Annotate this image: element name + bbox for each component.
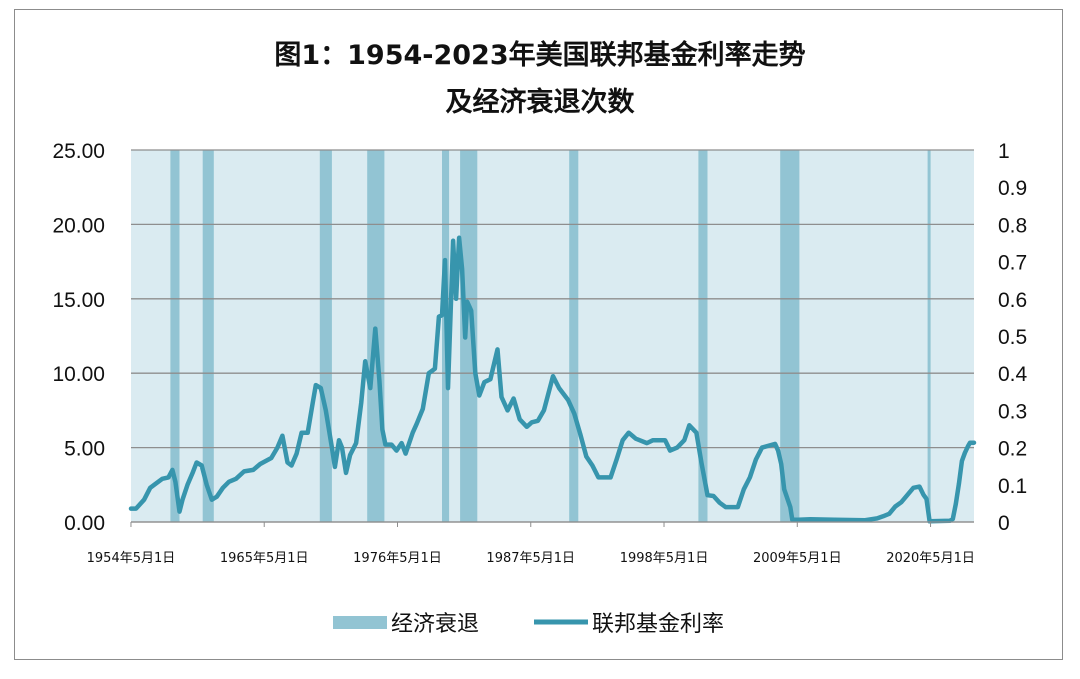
y-right-tick-label-6: 0.6 [998, 289, 1027, 312]
y-left-tick-label-3: 15.00 [52, 289, 105, 312]
recession-bar-8 [780, 150, 800, 522]
y-right-tick-label-7: 0.7 [998, 252, 1027, 275]
y-left-tick-label-4: 20.00 [52, 214, 105, 237]
rate-line [128, 235, 977, 524]
y-right-tick-label-4: 0.4 [998, 363, 1028, 386]
x-tick-label-6: 2020年5月1日 [886, 551, 975, 566]
y-right-tick-label-8: 0.8 [998, 214, 1027, 237]
x-tick-label-4: 1998年5月1日 [620, 551, 709, 566]
legend: 经济衰退 联邦基金利率 [333, 612, 724, 637]
recession-bar-9 [927, 150, 931, 522]
x-tick-label-3: 1987年5月1日 [486, 551, 575, 566]
y-left-tick-label-2: 10.00 [52, 363, 105, 386]
y-right-tick-label-3: 0.3 [998, 400, 1027, 423]
y-right-tick-label-9: 0.9 [998, 177, 1027, 200]
x-tick-label-1: 1965年5月1日 [220, 551, 309, 566]
recession-bar-6 [569, 150, 579, 522]
legend-label-recession: 经济衰退 [391, 612, 479, 637]
axes: 0.00 5.00 10.00 15.00 20.00 25.00 0 0.1 0.2 0.3 0.… [52, 140, 1027, 566]
legend-label-rate: 联邦基金利率 [592, 612, 724, 637]
y-left-tick-label-0: 0.00 [64, 512, 105, 535]
y-left-tick-label-1: 5.00 [64, 438, 105, 461]
x-tick-label-2: 1976年5月1日 [353, 551, 442, 566]
recession-bar-2 [319, 150, 332, 522]
y-right-tick-label-1: 0.1 [998, 475, 1027, 498]
y-right-tick-label-0: 0 [998, 512, 1010, 535]
chart-title-line2: 及经济衰退次数 [445, 87, 635, 118]
legend-swatch-recession [333, 616, 387, 629]
chart-title-line1: 图1：1954-2023年美国联邦基金利率走势 [274, 40, 806, 71]
x-tick-label-0: 1954年5月1日 [87, 551, 176, 566]
y-left-tick-label-5: 25.00 [52, 140, 105, 163]
x-tick-label-5: 2009年5月1日 [753, 551, 842, 566]
recession-bar-0 [170, 150, 180, 522]
recession-bar-5 [460, 150, 478, 522]
rate-line-group [128, 235, 977, 524]
recession-bar-7 [698, 150, 708, 522]
y-right-tick-label-10: 1 [998, 140, 1010, 163]
y-right-tick-label-2: 0.2 [998, 438, 1027, 461]
y-right-tick-label-5: 0.5 [998, 326, 1027, 349]
recession-bar-1 [202, 150, 214, 522]
